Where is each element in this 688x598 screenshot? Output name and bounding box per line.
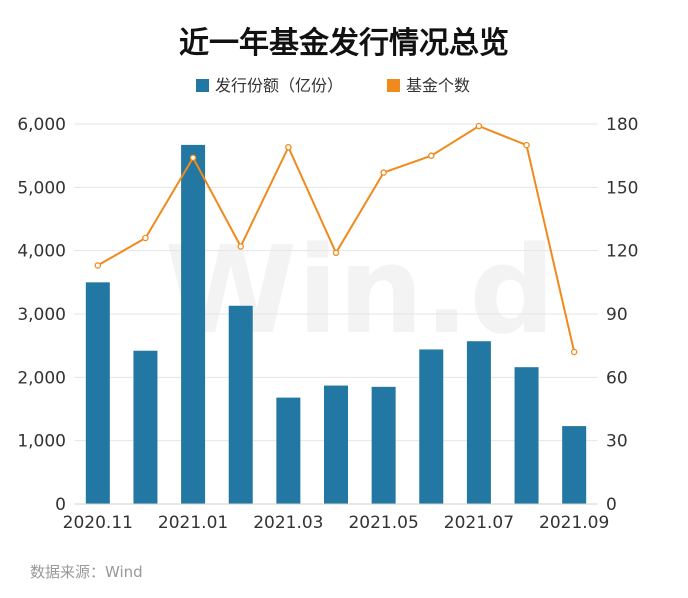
x-tick-label: 2021.03 [253, 513, 323, 533]
line-point [380, 169, 387, 176]
y-right-tick-label: 30 [606, 432, 628, 452]
y-left-tick-label: 0 [55, 495, 66, 515]
bar [466, 341, 491, 504]
y-right-tick-label: 0 [606, 495, 617, 515]
bar [562, 426, 587, 504]
gridlines [74, 123, 598, 442]
y-right-tick-label: 60 [606, 368, 628, 388]
y-left-tick-label: 2,000 [17, 368, 66, 388]
source-note: 数据来源：Wind [30, 563, 143, 581]
line-point [142, 234, 149, 242]
line-point [570, 348, 578, 356]
y-right-tick-label: 120 [606, 242, 638, 262]
y-left-tick-label: 5,000 [17, 178, 66, 198]
y-right-tick-label: 90 [606, 305, 628, 325]
y-right-tick-label: 180 [606, 115, 638, 135]
legend-label-bar: 发行份额（亿份） [215, 76, 343, 95]
line-point [189, 154, 197, 162]
legend-label-line: 基金个数 [406, 76, 470, 95]
line-point [428, 152, 435, 159]
legend-swatch-line [387, 79, 400, 92]
bar [133, 350, 158, 504]
bar [419, 349, 444, 504]
x-tick-label: 2021.01 [158, 513, 228, 533]
line-point [94, 262, 102, 269]
y-left-tick-label: 1,000 [17, 432, 66, 452]
line-point [475, 122, 483, 130]
bar [276, 397, 301, 504]
axes: 0 0 1,000 30 2,000 60 3,000 90 4,000 120 5,000 150 6… [17, 115, 638, 533]
line-series [94, 122, 578, 356]
legend-swatch-bar [196, 79, 209, 92]
bar [181, 144, 206, 504]
y-right-tick-label: 150 [606, 178, 638, 198]
x-tick-label: 2021.09 [539, 513, 609, 533]
bar [371, 386, 396, 504]
legend: 发行份额（亿份） 基金个数 [196, 76, 470, 95]
x-tick-label: 2021.05 [348, 513, 418, 533]
line-point [332, 249, 340, 257]
y-left-tick-label: 3,000 [17, 305, 66, 325]
x-tick-label: 2021.07 [444, 513, 514, 533]
bar [228, 305, 253, 504]
line-point [285, 143, 292, 151]
y-left-tick-label: 6,000 [17, 115, 66, 135]
line-point [523, 141, 530, 149]
bar [85, 282, 110, 504]
bar-series [85, 144, 587, 504]
bar [514, 367, 539, 504]
chart-title: 近一年基金发行情况总览 [179, 26, 509, 61]
watermark: Win.d [165, 222, 555, 361]
bar [324, 385, 348, 504]
x-tick-label: 2020.11 [63, 513, 133, 533]
y-left-tick-label: 4,000 [17, 242, 66, 262]
line-point [237, 243, 244, 250]
